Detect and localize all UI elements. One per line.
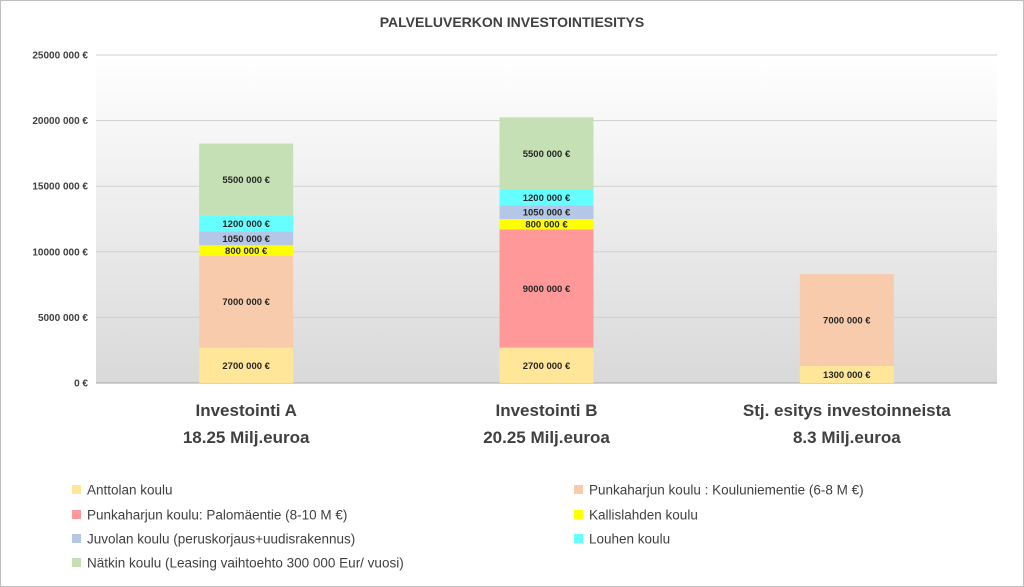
data-label: 9000 000 € [523, 284, 571, 295]
legend-swatch [72, 534, 81, 543]
bar-segment [199, 231, 294, 246]
category-label: 18.25 Milj.euroa [183, 428, 310, 447]
data-label: 1200 000 € [523, 193, 571, 204]
bar-segment [499, 229, 594, 348]
bar-segment [199, 245, 294, 256]
legend-entry: Punkaharjun koulu: Palomäentie (8-10 M €… [87, 508, 347, 523]
y-tick-label: 5000 000 € [38, 313, 88, 324]
bar-segment [499, 205, 594, 219]
y-tick-label: 25000 000 € [32, 51, 88, 62]
legend-entry: Louhen koulu [589, 532, 670, 547]
bar-segment [799, 274, 894, 366]
bar-segment [499, 189, 594, 206]
category-label: 20.25 Milj.euroa [483, 428, 610, 447]
legend-swatch [574, 534, 583, 543]
bar-segment [199, 143, 294, 216]
legend-swatch [574, 510, 583, 519]
bar-segment [799, 365, 894, 383]
data-label: 1200 000 € [222, 219, 270, 230]
data-label: 800 000 € [525, 220, 568, 231]
legend-entry: Anttolan koulu [87, 483, 173, 498]
data-label: 800 000 € [225, 246, 268, 257]
y-tick-label: 20000 000 € [32, 116, 88, 127]
data-label: 1050 000 € [222, 234, 270, 245]
y-tick-label: 0 € [74, 379, 88, 390]
legend-entry: Nätkin koulu (Leasing vaihtoehto 300 000… [87, 556, 404, 571]
y-tick-label: 10000 000 € [32, 247, 88, 258]
chart-title: PALVELUVERKON INVESTOINTIESITYS [380, 14, 644, 30]
data-label: 5500 000 € [222, 175, 270, 186]
data-label: 5500 000 € [523, 149, 571, 160]
category-label: Stj. esitys investoinneista [743, 401, 951, 420]
bar-segment [199, 215, 294, 232]
bar-segment [499, 219, 594, 230]
category-labels: Investointi A 18.25 Milj.euroa Investointi… [183, 401, 951, 447]
bar-segment [499, 347, 594, 383]
y-tick-label: 15000 000 € [32, 182, 88, 193]
data-label: 1300 000 € [823, 370, 871, 381]
legend: Anttolan koulu Punkaharjun koulu : Koulun… [72, 483, 864, 571]
y-axis-ticks: 0 € 5000 000 € 10000 000 € 15000 000 € 20000… [32, 51, 88, 390]
category-label: Investointi B [495, 401, 597, 420]
data-label: 7000 000 € [222, 297, 270, 308]
legend-swatch [72, 485, 81, 494]
category-label: Investointi A [195, 401, 296, 420]
bars: 2700 000 €7000 000 €800 000 €1050 000 €1… [199, 117, 894, 383]
bar-segment [499, 117, 594, 190]
legend-swatch [574, 485, 583, 494]
legend-swatch [72, 558, 81, 567]
bar-segment [199, 255, 294, 348]
data-label: 2700 000 € [222, 361, 270, 372]
legend-swatch [72, 510, 81, 519]
category-label: 8.3 Milj.euroa [793, 428, 901, 447]
legend-entry: Punkaharjun koulu : Kouluniementie (6-8 … [589, 483, 864, 498]
bar-segment [199, 347, 294, 383]
data-label: 2700 000 € [523, 361, 571, 372]
data-label: 1050 000 € [523, 208, 571, 219]
legend-entry: Kallislahden koulu [589, 508, 698, 523]
legend-entry: Juvolan koulu (peruskorjaus+uudisrakennu… [87, 532, 355, 547]
data-label: 7000 000 € [823, 316, 871, 327]
